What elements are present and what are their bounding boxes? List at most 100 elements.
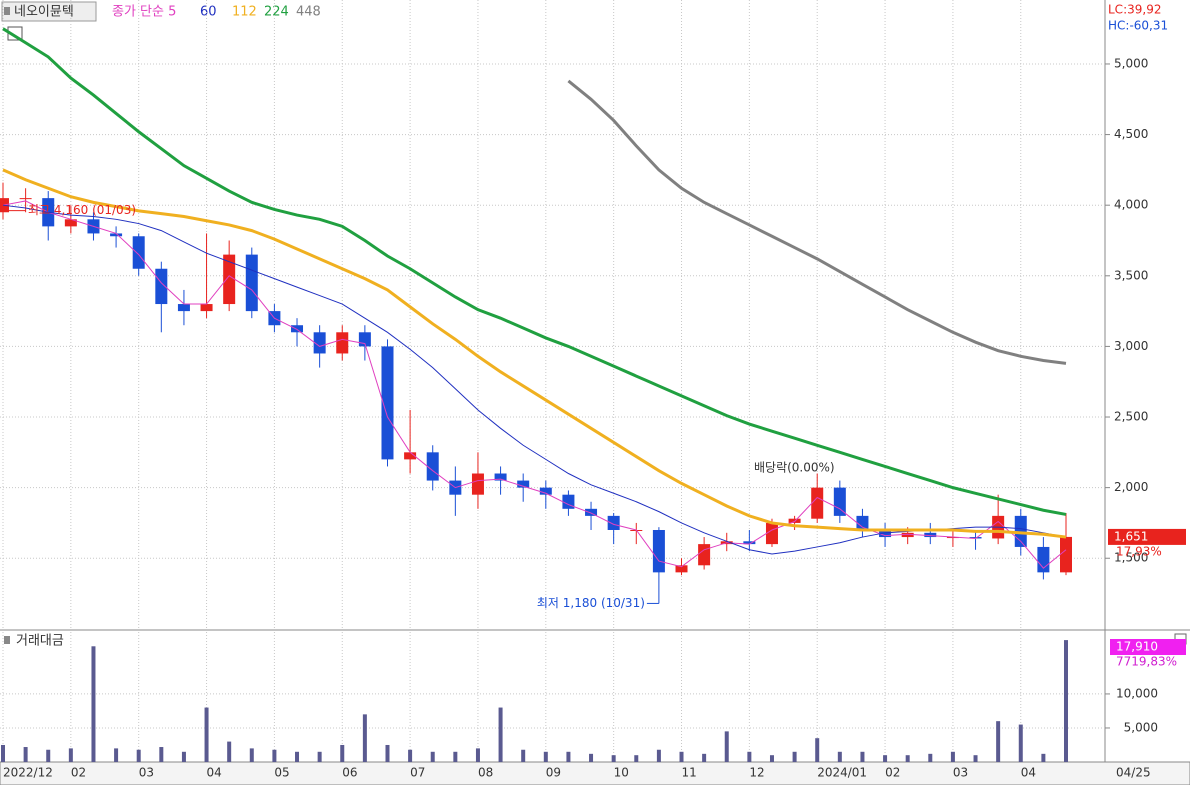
x-tick-label: 04 xyxy=(207,766,222,780)
volume-bar xyxy=(1064,640,1068,762)
volume-bar xyxy=(91,646,96,762)
y-tick-label: 2,500 xyxy=(1114,410,1148,424)
x-last-date: 04/25 xyxy=(1116,766,1151,780)
volume-bar xyxy=(724,731,729,762)
volume-bar xyxy=(815,738,820,762)
volume-icon xyxy=(4,636,10,644)
candle-body xyxy=(200,304,213,312)
legend-entry: 112 xyxy=(232,5,257,20)
candle-body xyxy=(924,532,937,538)
candle-body xyxy=(585,508,598,516)
x-tick-label: 04 xyxy=(1021,766,1036,780)
volume-bar xyxy=(883,755,888,762)
volume-bar xyxy=(295,751,300,762)
candle-body xyxy=(313,332,326,354)
candle-body xyxy=(517,480,530,488)
volume-bar xyxy=(769,755,774,762)
legend-ma: 종가 단순 5 xyxy=(112,5,176,20)
volume-bar xyxy=(837,751,842,762)
candle-body xyxy=(539,487,552,495)
ma-line xyxy=(2,27,1067,516)
volume-bar xyxy=(475,748,480,762)
volume-bar xyxy=(1018,724,1023,762)
candle-body xyxy=(177,304,190,312)
candle-body xyxy=(132,236,145,269)
volume-bar xyxy=(928,753,933,762)
volume-bar xyxy=(589,753,594,762)
candle-body xyxy=(336,332,349,354)
candle-body xyxy=(811,487,824,519)
candle-body xyxy=(833,487,846,516)
x-tick-label: 2022/12 xyxy=(3,766,53,780)
x-axis-strip xyxy=(0,761,1190,785)
candle-body xyxy=(19,198,32,200)
volume-bar xyxy=(23,747,28,762)
volume-bar xyxy=(136,749,141,762)
volume-bar xyxy=(521,749,526,762)
volume-bar xyxy=(543,751,548,762)
x-tick-label: 03 xyxy=(953,766,968,780)
volume-bar xyxy=(340,744,345,762)
x-tick-label: 02 xyxy=(885,766,900,780)
x-tick-label: 11 xyxy=(682,766,697,780)
volume-bar xyxy=(453,751,458,762)
price-tag: 1,651 xyxy=(1114,529,1148,543)
x-tick-label: 02 xyxy=(71,766,86,780)
volume-title: 거래대금 xyxy=(16,634,64,649)
volume-bar xyxy=(860,751,865,762)
ma-line xyxy=(567,79,1067,365)
volume-bar xyxy=(408,749,413,762)
candle-body xyxy=(155,268,168,305)
x-tick-label: 08 xyxy=(478,766,493,780)
volume-bar xyxy=(996,721,1001,762)
ma-line xyxy=(2,204,1067,555)
volume-tag: 17,910 xyxy=(1116,640,1158,654)
lc-label: LC:39,92 xyxy=(1108,3,1161,17)
x-tick-label: 03 xyxy=(139,766,154,780)
legend-entry: 224 xyxy=(264,5,289,20)
high-label: 최고 4,160 (01/03) xyxy=(28,203,136,217)
x-tick-label: 10 xyxy=(614,766,629,780)
legend-entry: 60 xyxy=(200,5,217,20)
candle-body xyxy=(223,254,236,305)
candle-body xyxy=(381,346,394,460)
x-tick-label: 06 xyxy=(342,766,357,780)
candle-body xyxy=(64,219,77,227)
ma-line xyxy=(2,200,1067,569)
volume-bar xyxy=(430,751,435,762)
candle-body xyxy=(494,473,507,481)
dividend-label: 배당락(0.00%) xyxy=(754,461,835,475)
volume-bar xyxy=(1041,753,1046,762)
legend-icon xyxy=(4,7,10,15)
volume-tag-box xyxy=(1110,639,1186,655)
volume-bar xyxy=(950,751,955,762)
candle-body xyxy=(901,532,914,538)
y-tick-label: 3,000 xyxy=(1114,339,1148,353)
legend-box[interactable] xyxy=(1,1,97,22)
y-tick-label: 2,000 xyxy=(1114,480,1148,494)
ma-line xyxy=(2,168,1067,539)
candle-body xyxy=(652,529,665,573)
hc-label: HC:-60,31 xyxy=(1108,19,1168,33)
volume-bar xyxy=(204,707,209,762)
y-tick-label: 1,500 xyxy=(1114,551,1148,565)
volume-bar xyxy=(114,748,119,762)
candle-body xyxy=(404,452,417,460)
y-tick-label: 3,500 xyxy=(1114,268,1148,282)
volume-bar xyxy=(159,747,164,762)
candle-body xyxy=(471,473,484,495)
y-tick-label: 5,000 xyxy=(1124,720,1158,734)
candle-body xyxy=(765,522,778,545)
volume-bar xyxy=(905,755,910,762)
candle-body xyxy=(743,541,756,545)
volume-bar xyxy=(317,751,322,762)
ratio-tag: 7719,83% xyxy=(1116,655,1177,669)
candle-body xyxy=(110,233,123,237)
volume-bar xyxy=(272,749,277,762)
volume-bar xyxy=(46,749,51,762)
volume-bar xyxy=(1,744,5,762)
candle-body xyxy=(969,537,982,539)
x-tick-label: 09 xyxy=(546,766,561,780)
